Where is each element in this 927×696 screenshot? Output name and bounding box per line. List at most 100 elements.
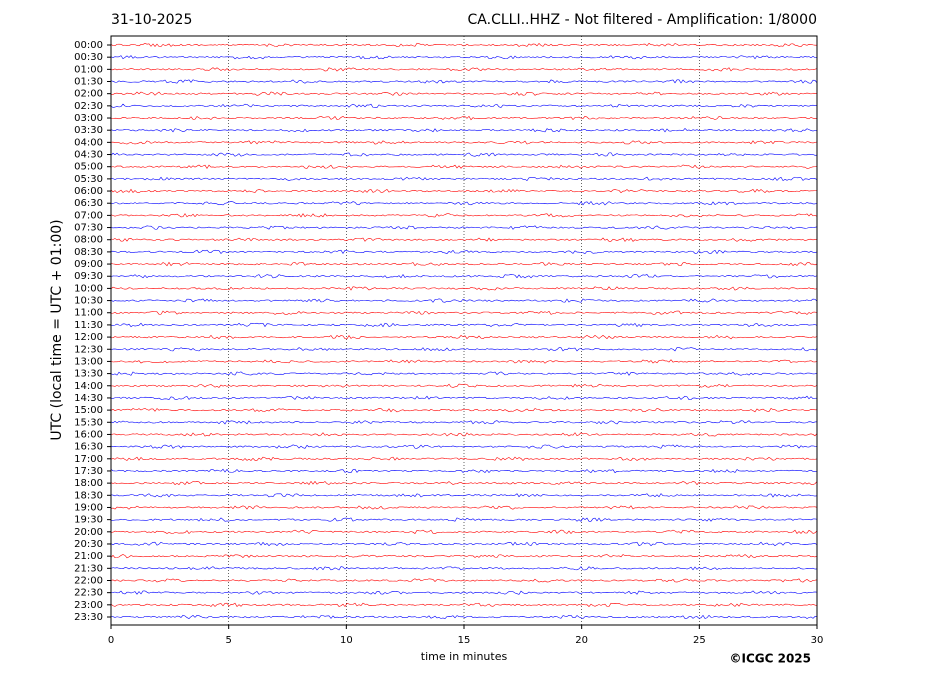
y-tick-label: 01:30 (74, 77, 103, 88)
y-tick-label: 06:00 (74, 186, 103, 197)
y-tick-label: 23:00 (74, 600, 103, 611)
trace (110, 480, 818, 486)
x-tick-label: 5 (225, 635, 231, 646)
trace (110, 164, 818, 170)
y-axis-label: UTC (local time = UTC + 01:00) (49, 219, 65, 440)
trace (110, 322, 818, 328)
y-tick-label: 18:30 (74, 490, 103, 501)
trace (110, 505, 818, 510)
y-tick-label: 01:00 (74, 64, 103, 75)
trace (110, 468, 818, 474)
trace (110, 273, 818, 279)
trace (110, 91, 818, 96)
y-tick-label: 09:30 (74, 271, 103, 282)
y-tick-label: 18:00 (74, 478, 103, 489)
y-tick-label: 04:00 (74, 137, 103, 148)
trace (110, 213, 818, 218)
trace (110, 42, 817, 48)
trace (110, 298, 818, 303)
y-tick-label: 03:00 (74, 113, 103, 124)
trace (110, 55, 818, 60)
y-tick-label: 10:00 (74, 283, 103, 294)
trace (110, 554, 818, 559)
y-tick-label: 13:30 (74, 369, 103, 380)
trace (110, 128, 818, 133)
y-tick-label: 12:00 (74, 332, 103, 343)
x-tick-label: 20 (575, 635, 588, 646)
y-tick-label: 15:00 (74, 405, 103, 416)
y-tick-label: 12:30 (74, 344, 103, 355)
x-tick-label: 30 (811, 635, 824, 646)
y-tick-label: 11:00 (74, 308, 103, 319)
chart-title: CA.CLLI..HHZ - Not filtered - Amplificat… (468, 12, 817, 28)
y-tick-label: 05:30 (74, 174, 103, 185)
credit: ©ICGC 2025 (729, 652, 811, 666)
y-tick-label: 03:30 (74, 125, 103, 136)
y-tick-label: 08:30 (74, 247, 103, 258)
trace (110, 176, 818, 182)
chart-date: 31-10-2025 (111, 12, 192, 28)
trace (110, 602, 818, 608)
x-tick-label: 25 (693, 635, 706, 646)
trace (110, 152, 818, 157)
trace (110, 261, 818, 267)
trace (110, 517, 818, 522)
trace (110, 79, 818, 84)
trace (110, 420, 818, 425)
x-tick-label: 15 (458, 635, 471, 646)
trace (110, 237, 818, 242)
trace (110, 529, 818, 535)
trace (110, 444, 818, 449)
trace (110, 140, 818, 145)
y-tick-label: 02:30 (74, 101, 103, 112)
trace (110, 541, 818, 547)
plot-frame (110, 35, 818, 626)
trace (110, 115, 818, 121)
trace (110, 383, 818, 388)
y-tick-label: 19:00 (74, 502, 103, 513)
y-tick-label: 14:00 (74, 381, 103, 392)
y-tick-label: 21:30 (74, 563, 103, 574)
y-tick-label: 13:00 (74, 356, 103, 367)
y-tick-label: 04:30 (74, 150, 103, 161)
y-tick-label: 17:00 (74, 454, 103, 465)
y-tick-label: 21:00 (74, 551, 103, 562)
trace (110, 614, 818, 620)
y-tick-label: 11:30 (74, 320, 103, 331)
y-tick-label: 20:30 (74, 539, 103, 550)
y-tick-label: 08:00 (74, 235, 103, 246)
trace (110, 456, 818, 461)
trace (110, 225, 818, 230)
y-tick-label: 06:30 (74, 198, 103, 209)
trace (110, 566, 818, 571)
trace (110, 188, 818, 194)
y-tick-label: 17:30 (74, 466, 103, 477)
trace (110, 347, 818, 352)
y-tick-label: 07:30 (74, 223, 103, 234)
x-axis-label: time in minutes (421, 650, 508, 663)
trace (110, 590, 818, 595)
y-tick-label: 16:30 (74, 442, 103, 453)
trace (110, 200, 818, 206)
trace (110, 493, 818, 498)
trace (110, 432, 818, 437)
y-tick-label: 10:30 (74, 296, 103, 307)
y-tick-label: 00:00 (74, 40, 103, 51)
trace (110, 334, 818, 340)
y-tick-label: 00:30 (74, 52, 103, 63)
x-tick-label: 0 (108, 635, 114, 646)
trace (110, 408, 818, 413)
y-tick-label: 02:00 (74, 89, 103, 100)
y-tick-label: 14:30 (74, 393, 103, 404)
y-tick-label: 19:30 (74, 515, 103, 526)
y-tick-label: 20:00 (74, 527, 103, 538)
trace (110, 359, 818, 364)
trace (110, 249, 818, 255)
y-tick-label: 09:00 (74, 259, 103, 270)
y-tick-label: 16:00 (74, 429, 103, 440)
y-tick-label: 23:30 (74, 612, 103, 623)
trace (110, 103, 818, 108)
trace (110, 67, 818, 72)
x-tick-label: 10 (340, 635, 353, 646)
